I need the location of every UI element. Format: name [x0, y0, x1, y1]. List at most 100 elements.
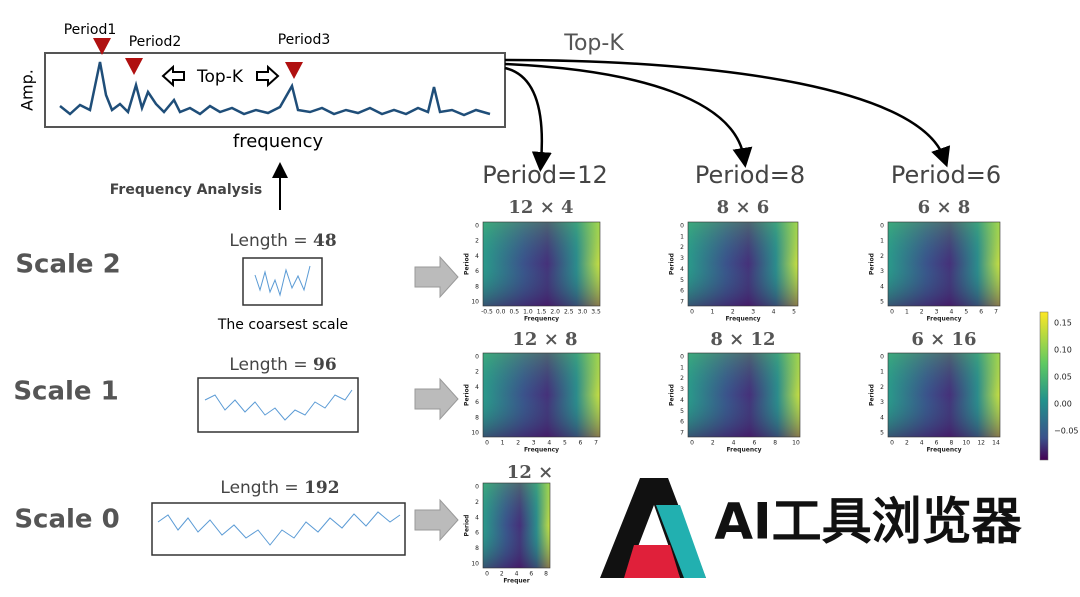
x-tick-label: 0 [690, 309, 694, 316]
scale-label: Scale 1 [13, 377, 118, 407]
y-tick-label: 3 [880, 399, 884, 406]
x-tick-label: 4 [732, 440, 736, 447]
y-tick-label: 2 [475, 499, 479, 506]
scale-label: Scale 0 [14, 505, 119, 535]
note: The coarsest scale [217, 317, 348, 333]
y-tick-label: 5 [880, 299, 884, 306]
logo [624, 545, 680, 578]
x-tick-label: 7 [994, 309, 998, 316]
heatmap-title: 6 × 8 [918, 197, 971, 218]
x-tick-label: 6 [935, 440, 939, 447]
x-tick-label: 2.5 [564, 309, 574, 316]
scale-label: Scale 2 [15, 250, 120, 280]
x-tick-label: 1.0 [523, 309, 533, 316]
x-axis-label: Frequer [503, 578, 529, 585]
x-axis-label: Frequency [725, 316, 760, 323]
logo [656, 505, 706, 578]
x-tick-label: 8 [544, 571, 548, 578]
x-axis-label: Frequency [926, 316, 961, 323]
heatmap-shade [887, 352, 1001, 438]
x-tick-label: 2 [516, 440, 520, 447]
x-tick-label: 5 [964, 309, 968, 316]
peak-markers [93, 38, 303, 79]
x-axis-label: frequency [233, 131, 324, 152]
heatmap-shade [687, 352, 801, 438]
x-tick-label: 1 [710, 309, 714, 316]
y-tick-label: 1 [880, 238, 884, 245]
y-axis-label: Period [669, 384, 676, 406]
x-tick-label: 3.5 [591, 309, 601, 316]
length: Length = 192 [220, 478, 339, 499]
x-axis-label: Frequency [926, 447, 961, 454]
x-tick-label: 6 [752, 440, 756, 447]
heatmap-title: 8 × 6 [717, 197, 770, 218]
x-tick-label: 3 [532, 440, 536, 447]
x-tick-label: 2 [731, 309, 735, 316]
y-tick-label: 4 [680, 397, 684, 404]
y-tick-label: 0 [475, 223, 479, 230]
x-tick-label: 5 [792, 309, 796, 316]
y-tick-label: 4 [680, 266, 684, 273]
y-tick-label: 3 [880, 268, 884, 275]
x-tick-label: 4 [920, 440, 924, 447]
y-tick-label: 10 [471, 561, 479, 568]
x-tick-label: 1.5 [537, 309, 547, 316]
x-tick-label: 3 [751, 309, 755, 316]
x-tick-label: 2 [711, 440, 715, 447]
waveform [157, 511, 401, 546]
y-tick-label: 10 [471, 430, 479, 437]
y-tick-label: 4 [880, 414, 884, 421]
series-box [242, 257, 323, 306]
x-axis-label: Frequency [524, 316, 559, 323]
x-tick-label: 4 [950, 309, 954, 316]
x-tick-label: 4 [772, 309, 776, 316]
colorbar-tick: 0.10 [1054, 346, 1072, 355]
y-axis-label: Period [669, 253, 676, 275]
colorbar-tick: 0.00 [1054, 400, 1072, 409]
x-tick-label: 6 [529, 571, 533, 578]
y-axis-label: Period [464, 253, 471, 275]
y-tick-label: 7 [680, 430, 684, 437]
y-tick-label: 6 [475, 530, 479, 537]
y-axis-label: Period [869, 384, 876, 406]
heatmap-title: 12 × 4 [508, 197, 573, 218]
y-tick-label: 0 [680, 354, 684, 361]
y-tick-label: 1 [680, 364, 684, 371]
arrow [504, 62, 753, 168]
y-tick-label: 2 [680, 244, 684, 251]
x-tick-label: 0.0 [496, 309, 506, 316]
y-tick-label: 4 [475, 253, 479, 260]
y-tick-label: 5 [880, 430, 884, 437]
x-tick-label: 2 [905, 440, 909, 447]
waveform [204, 389, 353, 421]
x-tick-label: 4 [547, 440, 551, 447]
heatmap-shade [482, 352, 601, 438]
heatmap-shade [887, 221, 1001, 307]
x-tick-label: 2 [920, 309, 924, 316]
y-tick-label: 0 [475, 484, 479, 491]
heatmap-title: 12 × 8 [512, 329, 577, 350]
x-tick-label: 14 [992, 440, 1000, 447]
y-tick-label: 2 [475, 369, 479, 376]
topk-title: Top-K [563, 31, 624, 56]
heatmap-shade [687, 221, 799, 307]
y-tick-label: 0 [880, 223, 884, 230]
x-tick-label: 0 [485, 440, 489, 447]
series-box [197, 377, 359, 433]
y-tick-label: 0 [475, 354, 479, 361]
y-axis-label: Period [464, 384, 471, 406]
heatmap-title: 6 × 16 [911, 329, 976, 350]
colorbar-tick: −0.05 [1054, 427, 1079, 436]
colorbar-tick: 0.15 [1054, 319, 1072, 328]
y-tick-label: 2 [680, 375, 684, 382]
y-tick-label: 5 [680, 277, 684, 284]
y-tick-label: 1 [680, 233, 684, 240]
y-axis-label: Period [464, 515, 471, 537]
x-tick-label: 0 [890, 440, 894, 447]
x-tick-label: 8 [950, 440, 954, 447]
y-tick-label: 4 [475, 384, 479, 391]
spectrum-box [44, 52, 506, 128]
peak-label: Period1 [64, 22, 117, 38]
x-tick-label: 0 [690, 440, 694, 447]
